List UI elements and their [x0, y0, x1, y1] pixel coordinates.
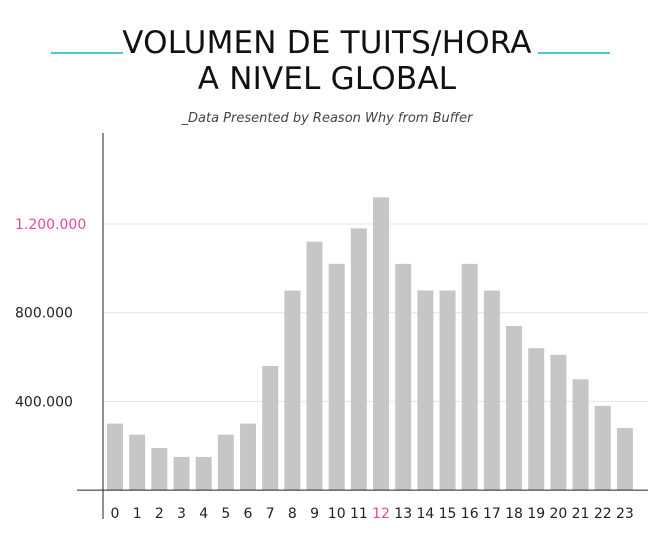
bars	[107, 197, 633, 491]
bar-hour-12	[373, 197, 390, 491]
x-tick-label: 16	[461, 506, 479, 522]
x-tick-label: 2	[155, 506, 164, 522]
x-tick-label: 0	[111, 506, 120, 522]
x-tick-label: 15	[439, 506, 457, 522]
bar-hour-14	[417, 290, 434, 491]
x-tick-label: 10	[328, 506, 346, 522]
bar-hour-21	[572, 379, 589, 491]
bar-hour-16	[461, 263, 478, 491]
bar-hour-23	[616, 428, 633, 491]
bar-hour-8	[284, 290, 301, 491]
bar-hour-13	[395, 263, 412, 491]
bar-hour-11	[350, 228, 367, 491]
x-tick-label: 9	[310, 506, 319, 522]
bar-hour-19	[528, 348, 545, 491]
bar-hour-1	[129, 434, 146, 491]
x-tick-label: 23	[616, 506, 634, 522]
axes	[77, 133, 648, 519]
bar-hour-20	[550, 354, 567, 491]
x-tick-label: 5	[221, 506, 230, 522]
x-tick-label: 17	[483, 506, 501, 522]
bar-hour-15	[439, 290, 456, 491]
chart-subtitle: _Data Presented by Reason Why from Buffe…	[181, 111, 473, 126]
chart-title-line-1: VOLUMEN DE TUITS/HORA	[122, 25, 532, 61]
x-tick-label: 21	[572, 506, 590, 522]
bar-hour-0	[107, 423, 123, 491]
x-tick-label: 8	[288, 506, 297, 522]
title-decoration-right	[538, 52, 610, 54]
y-tick-label: 800.000	[15, 306, 73, 322]
x-tick-label: 4	[199, 506, 208, 522]
bar-hour-2	[151, 448, 168, 491]
x-tick-label: 13	[394, 506, 412, 522]
bar-hour-4	[195, 456, 212, 491]
bar-hour-10	[328, 263, 345, 491]
y-tick-label: 1.200.000	[15, 217, 86, 233]
x-tick-label: 20	[549, 506, 567, 522]
chart-title-line-2: A NIVEL GLOBAL	[197, 61, 457, 97]
bar-hour-9	[306, 241, 323, 491]
bar-hour-7	[262, 365, 279, 491]
bar-hour-6	[240, 423, 257, 491]
x-tick-label: 1	[133, 506, 142, 522]
y-tick-label: 400.000	[15, 394, 73, 410]
x-tick-label: 18	[505, 506, 523, 522]
x-tick-label: 3	[177, 506, 186, 522]
x-tick-label: 22	[594, 506, 612, 522]
x-tick-label: 19	[527, 506, 545, 522]
x-tick-label: 11	[350, 506, 368, 522]
x-tick-label: 14	[416, 506, 434, 522]
bar-hour-17	[483, 290, 500, 491]
bar-hour-5	[217, 434, 234, 491]
bar-hour-22	[594, 405, 611, 491]
bar-hour-3	[173, 456, 190, 491]
x-tick-label: 12	[372, 506, 390, 522]
x-tick-label: 7	[266, 506, 275, 522]
bar-hour-18	[506, 326, 523, 491]
x-tick-label: 6	[244, 506, 253, 522]
title-decoration-left	[51, 52, 123, 54]
